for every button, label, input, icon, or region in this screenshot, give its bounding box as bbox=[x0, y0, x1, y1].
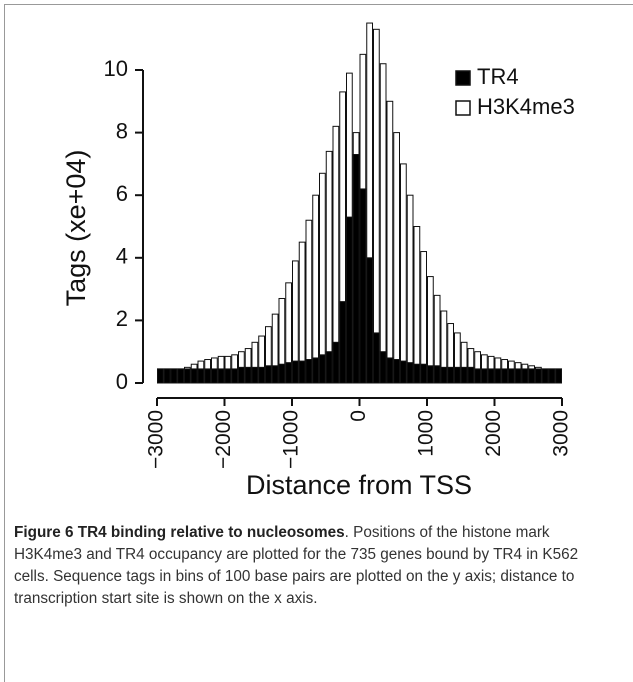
bar bbox=[373, 332, 380, 384]
bar bbox=[217, 368, 225, 384]
legend-label: TR4 bbox=[477, 64, 519, 89]
y-tick-label: 2 bbox=[116, 306, 128, 331]
bar bbox=[190, 368, 198, 384]
bar bbox=[305, 359, 313, 384]
bar bbox=[251, 366, 259, 384]
bar bbox=[555, 368, 562, 384]
bar bbox=[400, 163, 407, 384]
bar bbox=[373, 28, 380, 384]
bar bbox=[271, 365, 279, 384]
bar bbox=[413, 363, 421, 384]
bar bbox=[339, 301, 346, 384]
bar bbox=[319, 354, 326, 384]
x-tick-label: −3000 bbox=[145, 410, 168, 469]
bar bbox=[521, 368, 529, 384]
bar bbox=[359, 188, 367, 384]
x-tick-label: 2000 bbox=[482, 410, 505, 457]
x-tick-label: −1000 bbox=[280, 410, 303, 469]
bar bbox=[352, 154, 360, 384]
bar bbox=[292, 360, 299, 384]
bar bbox=[406, 194, 414, 384]
bar bbox=[298, 360, 306, 384]
bar bbox=[548, 368, 556, 384]
bar bbox=[197, 368, 205, 384]
bar bbox=[325, 150, 333, 384]
chart: Tags (xe+04) Distance from TSS 0 2 4 6 8 10 −3… bbox=[61, 22, 575, 500]
bar bbox=[305, 219, 313, 384]
bar bbox=[528, 368, 535, 384]
caption-text: . Positions of the histone mark H3K4me3 … bbox=[14, 524, 579, 607]
bar bbox=[427, 365, 434, 384]
bar bbox=[379, 351, 387, 384]
bar bbox=[332, 341, 340, 384]
bar bbox=[487, 368, 495, 384]
legend-swatch bbox=[455, 100, 471, 116]
bar bbox=[447, 366, 454, 384]
bar bbox=[163, 368, 171, 384]
y-tick-label: 10 bbox=[104, 56, 128, 81]
bar bbox=[184, 368, 191, 384]
bar bbox=[393, 132, 400, 384]
figure-frame bbox=[4, 4, 633, 682]
bar bbox=[157, 368, 164, 384]
bar bbox=[433, 365, 441, 384]
y-tick-label: 8 bbox=[116, 118, 128, 143]
x-tick-label: −2000 bbox=[212, 410, 235, 469]
bar bbox=[420, 251, 427, 384]
bar bbox=[386, 100, 394, 384]
bar bbox=[541, 368, 549, 384]
bar bbox=[325, 351, 333, 384]
bar bbox=[258, 366, 265, 384]
bar bbox=[454, 366, 461, 384]
y-axis-label: Tags (xe+04) bbox=[61, 150, 91, 307]
bar bbox=[494, 368, 502, 384]
bar bbox=[508, 368, 515, 384]
bar bbox=[346, 216, 353, 384]
caption-title: Figure 6 TR4 binding relative to nucleos… bbox=[14, 524, 345, 541]
bar bbox=[238, 366, 245, 384]
bar bbox=[278, 363, 286, 384]
x-tick-label: 0 bbox=[347, 410, 370, 422]
x-tick-label: 3000 bbox=[550, 410, 573, 457]
bar bbox=[177, 368, 184, 384]
legend-label: H3K4me3 bbox=[477, 94, 575, 119]
y-tick-label: 4 bbox=[116, 244, 128, 269]
bar bbox=[265, 365, 272, 384]
x-tick-label: 1000 bbox=[415, 410, 438, 457]
bar bbox=[312, 194, 319, 384]
bar bbox=[244, 366, 252, 384]
bar bbox=[501, 368, 508, 384]
bar bbox=[481, 368, 488, 384]
bar bbox=[312, 357, 319, 384]
bar bbox=[535, 368, 542, 384]
bar bbox=[400, 360, 407, 384]
bar bbox=[224, 368, 232, 384]
x-axis-label: Distance from TSS bbox=[246, 470, 472, 500]
bar bbox=[366, 257, 373, 384]
bar bbox=[514, 368, 522, 384]
bar bbox=[170, 368, 178, 384]
y-tick-label: 6 bbox=[116, 181, 128, 206]
bar bbox=[393, 359, 400, 384]
bar bbox=[379, 63, 387, 384]
bar bbox=[386, 357, 394, 384]
legend-swatch bbox=[455, 70, 471, 86]
bar bbox=[204, 368, 211, 384]
bar bbox=[467, 366, 475, 384]
y-tick-label: 0 bbox=[116, 369, 128, 394]
bar bbox=[440, 366, 448, 384]
bar bbox=[420, 363, 427, 384]
bar bbox=[413, 226, 421, 384]
bar bbox=[406, 362, 414, 384]
bar bbox=[474, 368, 481, 384]
bar bbox=[319, 172, 326, 384]
bar bbox=[285, 362, 292, 384]
bar bbox=[460, 366, 468, 384]
bar bbox=[211, 368, 218, 384]
caption: Figure 6 TR4 binding relative to nucleos… bbox=[14, 522, 614, 610]
bar bbox=[231, 368, 238, 384]
